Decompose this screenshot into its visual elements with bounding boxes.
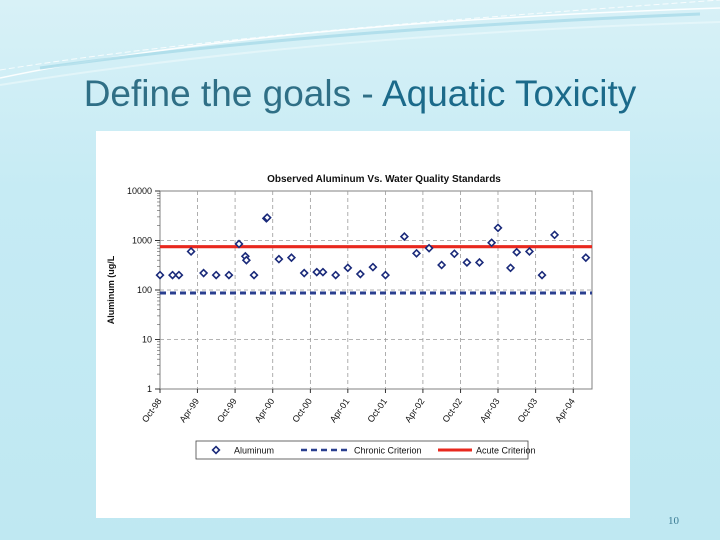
legend-box [195, 440, 529, 460]
y-tick-label: 1000 [132, 236, 152, 246]
legend-marker-aluminum [211, 445, 221, 455]
slide-title: Define the goals - Aquatic Toxicity [60, 72, 660, 116]
chart-panel: Observed Aluminum Vs. Water Quality Stan… [96, 131, 630, 518]
x-tick-label: Apr-99 [177, 396, 201, 424]
aluminum-point [274, 254, 284, 264]
x-tick-label: Apr-04 [553, 396, 577, 424]
aluminum-point [368, 262, 378, 272]
aluminum-point [462, 257, 472, 267]
x-tick-label: Apr-03 [478, 396, 502, 424]
aluminum-point [437, 260, 447, 270]
aluminum-point [474, 257, 485, 267]
aluminum-point [286, 253, 296, 263]
y-axis-label: Aluminum (ug/L [106, 255, 116, 324]
x-tick-label: Oct-98 [140, 396, 164, 424]
aluminum-point [318, 267, 328, 277]
aluminum-point [399, 232, 409, 242]
page-number: 10 [668, 515, 679, 527]
x-tick-label: Apr-00 [253, 396, 277, 424]
x-tick-label: Apr-02 [403, 396, 427, 424]
x-tick-label: Oct-03 [516, 396, 540, 424]
aluminum-point [168, 270, 178, 280]
chart-title: Observed Aluminum Vs. Water Quality Stan… [267, 174, 501, 185]
legend-label: Acute Criterion [476, 446, 536, 456]
aluminum-point [331, 270, 341, 280]
aluminum-point [343, 263, 353, 273]
aluminum-point [449, 249, 459, 259]
aluminum-point [512, 247, 522, 257]
aluminum-point [262, 213, 272, 223]
aluminum-point [355, 269, 365, 279]
aluminum-point [312, 267, 322, 277]
y-tick-label: 10000 [127, 186, 152, 196]
x-tick-label: Oct-01 [365, 396, 389, 424]
aluminum-point [249, 270, 259, 280]
aluminum-point [524, 246, 534, 257]
aluminum-point [299, 268, 309, 278]
aluminum-point [487, 238, 497, 248]
y-tick-label: 100 [137, 285, 152, 295]
aluminum-point [199, 268, 209, 278]
aluminum-point [174, 270, 184, 280]
aluminum-point [550, 230, 560, 240]
aluminum-point [155, 270, 165, 280]
aluminum-point [424, 243, 434, 253]
aluminum-point [506, 263, 516, 273]
slide-title-part1: Define the goals - [83, 73, 382, 114]
y-tick-label: 10 [142, 335, 152, 345]
legend-label: Aluminum [234, 446, 274, 456]
x-tick-label: Oct-99 [215, 396, 239, 424]
aluminum-point [224, 270, 234, 280]
aluminum-point [211, 270, 221, 280]
aluminum-chart: Observed Aluminum Vs. Water Quality Stan… [106, 174, 593, 460]
aluminum-point [380, 270, 390, 280]
x-tick-label: Oct-02 [440, 396, 464, 424]
aluminum-point [186, 246, 196, 257]
aluminum-point [241, 255, 251, 265]
aluminum-point [411, 248, 422, 258]
aluminum-point [581, 253, 591, 263]
x-tick-label: Oct-00 [290, 396, 314, 424]
aluminum-point [493, 223, 503, 233]
legend-label: Chronic Criterion [354, 446, 422, 456]
slide-title-part2: Aquatic Toxicity [381, 73, 637, 114]
aluminum-point [537, 270, 547, 280]
y-tick-label: 1 [147, 384, 152, 394]
aluminum-point [234, 239, 244, 249]
x-tick-label: Apr-01 [328, 396, 352, 424]
